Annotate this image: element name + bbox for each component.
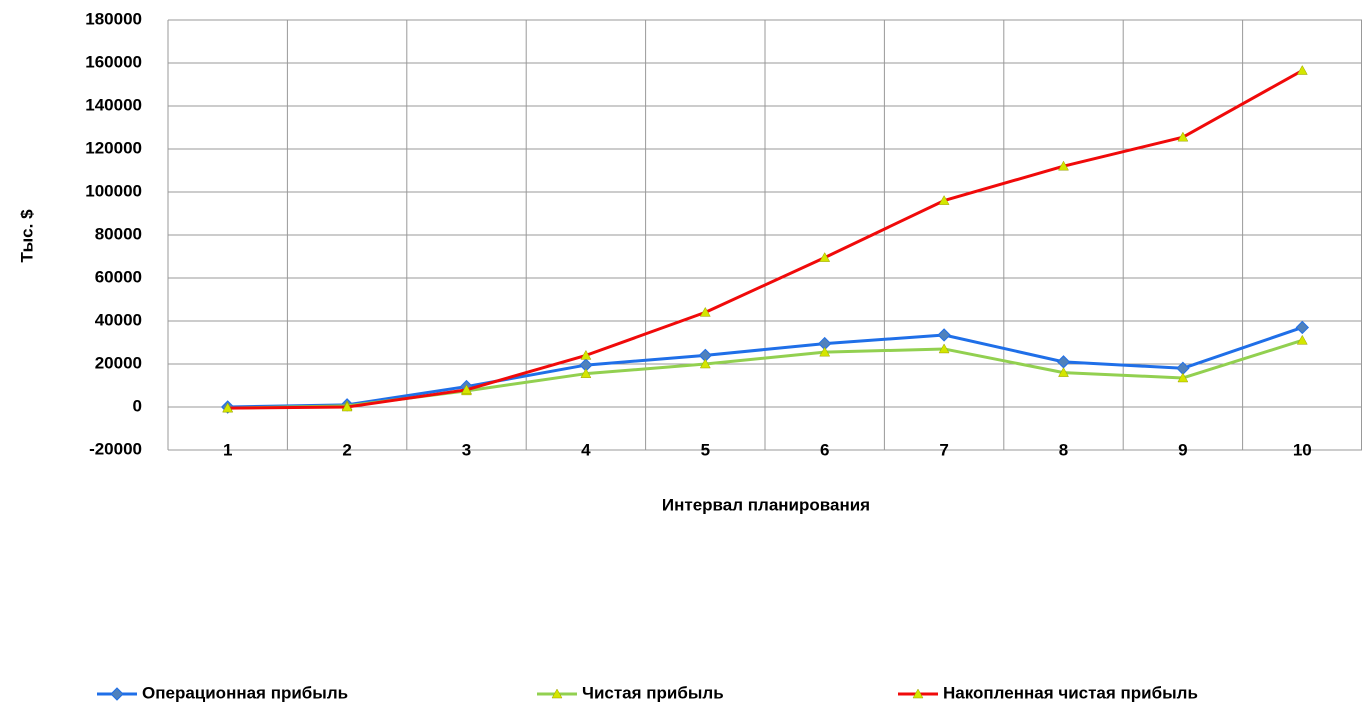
y-tick-label: -20000 xyxy=(89,439,142,458)
marker xyxy=(580,349,592,360)
marker xyxy=(819,252,831,262)
legend-label: Операционная прибыль xyxy=(142,683,348,702)
marker xyxy=(1058,367,1069,377)
series-line xyxy=(227,326,1303,409)
x-axis-label: Интервал планирования xyxy=(662,495,870,514)
legend-marker xyxy=(551,688,563,699)
marker xyxy=(1296,65,1308,75)
y-tick-label: 20000 xyxy=(95,353,142,372)
series-line xyxy=(227,69,1304,410)
marker xyxy=(1056,355,1071,369)
x-tick-label: 1 xyxy=(223,440,232,459)
x-tick-label: 8 xyxy=(1059,440,1068,459)
marker xyxy=(819,346,831,357)
marker xyxy=(699,358,711,369)
x-tick-label: 2 xyxy=(342,440,351,459)
legend-marker xyxy=(110,687,124,701)
marker xyxy=(222,402,234,413)
x-tick-label: 4 xyxy=(581,440,591,459)
marker xyxy=(1177,372,1189,383)
marker xyxy=(580,368,592,378)
y-tick-label: 120000 xyxy=(85,138,142,157)
y-tick-label: 0 xyxy=(133,396,142,415)
y-tick-label: 80000 xyxy=(95,224,142,243)
x-tick-label: 3 xyxy=(462,440,471,459)
legend-marker xyxy=(912,688,924,699)
marker xyxy=(938,195,950,205)
marker xyxy=(461,384,472,395)
y-tick-label: 160000 xyxy=(85,52,142,71)
legend-label: Чистая прибыль xyxy=(582,683,724,702)
y-tick-label: 60000 xyxy=(95,267,142,286)
marker xyxy=(937,328,951,342)
marker xyxy=(699,306,711,317)
x-tick-label: 5 xyxy=(701,440,710,459)
marker xyxy=(1177,131,1189,142)
marker xyxy=(938,343,950,354)
marker xyxy=(1295,320,1310,335)
x-tick-label: 10 xyxy=(1293,440,1312,459)
x-tick-label: 9 xyxy=(1178,440,1187,459)
y-tick-label: 180000 xyxy=(85,9,142,28)
marker xyxy=(1058,160,1069,171)
y-tick-label: 100000 xyxy=(85,181,142,200)
x-tick-label: 7 xyxy=(939,440,948,459)
y-axis-label: Тыс. $ xyxy=(17,209,36,263)
marker xyxy=(341,401,353,412)
legend-label: Накопленная чистая прибыль xyxy=(943,683,1198,702)
marker xyxy=(1296,334,1308,345)
x-tick-label: 6 xyxy=(820,440,829,459)
y-tick-label: 140000 xyxy=(85,95,142,114)
y-tick-label: 40000 xyxy=(95,310,142,329)
